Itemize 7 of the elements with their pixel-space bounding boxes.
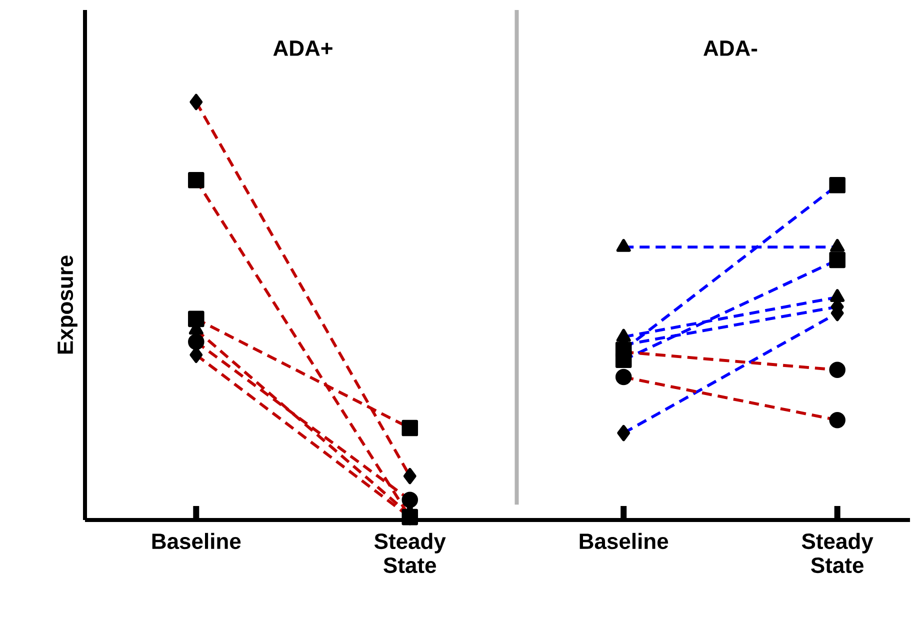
- x-tick-label: Baseline: [152, 532, 241, 550]
- x-tick-label: Steady State: [374, 532, 446, 574]
- x-tick-label: Steady State: [802, 532, 874, 574]
- y-axis-title: Exposure: [58, 256, 78, 354]
- x-tick-label: Baseline: [580, 532, 668, 550]
- text: ADA-: [704, 40, 758, 56]
- text: ADA+: [273, 40, 332, 56]
